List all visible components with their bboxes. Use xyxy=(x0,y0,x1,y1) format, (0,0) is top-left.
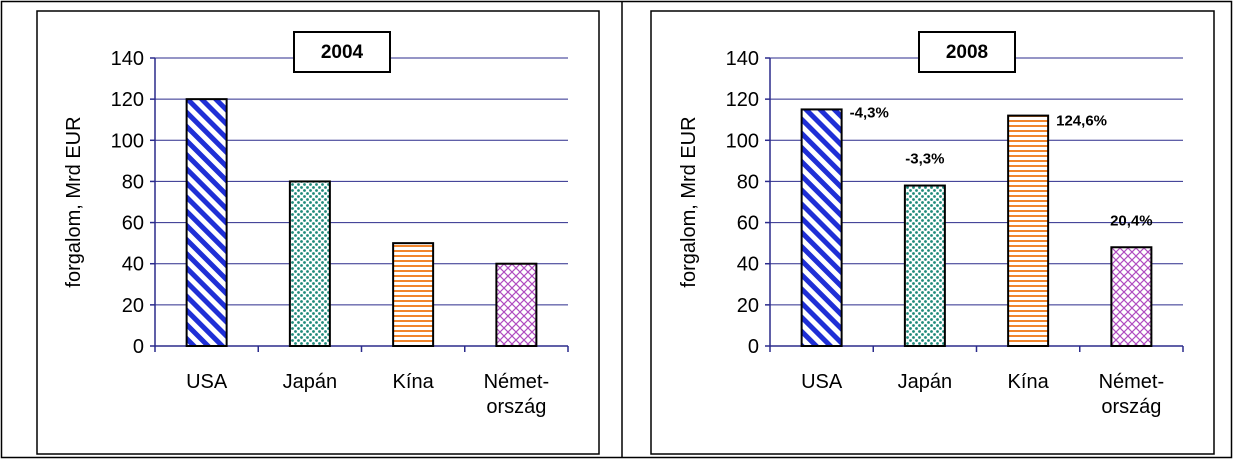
data-label: 124,6% xyxy=(1056,113,1107,130)
chart-2008: 0 20 40 60 80 100 120 140 USA -4,3% Japán -3,3% Kína… xyxy=(678,31,1184,418)
y-axis-label: forgalom, Mrd EUR xyxy=(678,116,700,287)
y-tick-label: 80 xyxy=(737,171,759,193)
title-frame xyxy=(293,31,391,73)
x-tick-label: Német- xyxy=(484,371,550,393)
chart-title: 2004 xyxy=(321,42,364,63)
y-tick-label: 120 xyxy=(111,89,144,111)
x-tick-label: Japán xyxy=(283,371,338,393)
x-tick-label: Japán xyxy=(898,371,953,393)
chart-title: 2008 xyxy=(946,42,988,63)
y-tick-label: 20 xyxy=(122,295,144,317)
bar-3 xyxy=(495,262,538,348)
x-tick-label: USA xyxy=(186,371,228,393)
data-label: -4,3% xyxy=(850,104,889,121)
y-tick-label: 120 xyxy=(726,89,759,111)
x-tick-label: ország xyxy=(486,396,546,418)
title-frame xyxy=(918,31,1016,73)
bar-1 xyxy=(288,180,331,347)
bar-2 xyxy=(1007,114,1050,347)
y-tick-label: 100 xyxy=(726,130,759,152)
y-axis-label: forgalom, Mrd EUR xyxy=(63,116,85,287)
y-tick-label: 140 xyxy=(111,48,144,70)
y-tick-label: 140 xyxy=(726,48,759,70)
y-tick-label: 60 xyxy=(737,213,759,235)
x-tick-label: Kína xyxy=(1008,371,1050,393)
x-tick-label: USA xyxy=(801,371,843,393)
chart-title-box: 2008 xyxy=(918,31,1016,73)
y-tick-label: 0 xyxy=(133,336,144,358)
y-tick-label: 100 xyxy=(111,130,144,152)
bar-3 xyxy=(1110,246,1153,347)
x-tick-label: ország xyxy=(1101,396,1161,418)
y-tick-label: 40 xyxy=(737,254,759,276)
chart-2004: 0 20 40 60 80 100 120 140 USA Japán Kína Német-orsz… xyxy=(63,31,569,418)
chart-panel-1-box xyxy=(36,10,600,455)
chart-title-box: 2004 xyxy=(293,31,391,73)
y-tick-label: 80 xyxy=(122,171,144,193)
bar-2 xyxy=(392,242,435,347)
bar-1 xyxy=(903,184,946,347)
bar-0 xyxy=(800,108,843,347)
chart-panel-2-box xyxy=(650,10,1215,455)
bar-0 xyxy=(185,98,228,348)
y-tick-label: 40 xyxy=(122,254,144,276)
x-tick-label: Német- xyxy=(1099,371,1165,393)
y-tick-label: 0 xyxy=(748,336,759,358)
y-tick-label: 20 xyxy=(737,295,759,317)
data-label: -3,3% xyxy=(905,151,944,168)
x-tick-label: Kína xyxy=(393,371,435,393)
data-label: 20,4% xyxy=(1110,212,1153,229)
y-tick-label: 60 xyxy=(122,213,144,235)
